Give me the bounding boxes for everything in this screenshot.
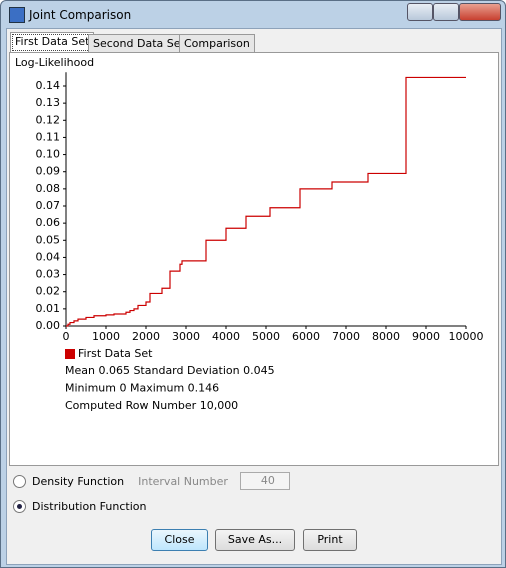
button[interactable]: Close [151, 529, 208, 551]
y-tick-label: 0.07 [36, 199, 61, 212]
button[interactable]: Print [303, 529, 357, 551]
button[interactable]: Save As... [215, 529, 295, 551]
tab[interactable]: Second Data Set [88, 34, 190, 52]
legend-label: First Data Set [78, 347, 153, 360]
stat-line: Minimum 0 Maximum 0.146 [65, 382, 219, 395]
x-tick-label: 5000 [252, 330, 280, 343]
interval-spinner[interactable]: 40 [239, 472, 290, 490]
x-tick-label: 6000 [292, 330, 320, 343]
close-window-button[interactable] [459, 3, 501, 21]
chart: Log-Likelihood 0.00 0.01 0.02 0.03 0.04 0.05 0.… [15, 56, 484, 412]
x-tick-label: 1000 [92, 330, 120, 343]
window-title: Joint Comparison [29, 8, 132, 22]
stat-line: Mean 0.065 Standard Deviation 0.045 [65, 364, 275, 377]
y-tick-label: 0.09 [36, 165, 61, 178]
y-tick-label: 0.05 [36, 233, 61, 246]
chart-panel: Log-Likelihood 0.00 0.01 0.02 0.03 0.04 0.05 0.… [9, 52, 499, 466]
x-tick-label: 4000 [212, 330, 240, 343]
tab[interactable]: First Data Set [10, 32, 95, 53]
option-label: Distribution Function [32, 500, 147, 513]
x-tick-label: 2000 [132, 330, 160, 343]
y-tick-label: 0.04 [36, 250, 61, 263]
y-tick-label: 0.06 [36, 216, 61, 229]
stat-line: Computed Row Number 10,000 [65, 399, 238, 412]
minimize-button[interactable] [407, 3, 433, 21]
y-tick-label: 0.13 [36, 96, 61, 109]
radio[interactable] [13, 474, 26, 488]
x-tick-label: 0 [63, 330, 70, 343]
y-axis-label: Log-Likelihood [15, 56, 94, 69]
x-tick-label: 3000 [172, 330, 200, 343]
y-tick-label: 0.10 [36, 148, 61, 161]
x-tick-label: 7000 [332, 330, 360, 343]
data-line [66, 76, 466, 327]
y-tick-label: 0.14 [36, 79, 61, 92]
y-tick-label: 0.11 [36, 130, 61, 143]
radio[interactable] [13, 500, 26, 513]
app-icon [9, 7, 25, 23]
client-area: First Data Set Second Data Set Compariso… [6, 28, 502, 565]
interval-label: Interval Number [138, 474, 228, 488]
density-option: Density Function Interval Number 40 [13, 472, 290, 490]
x-tick-label: 8000 [372, 330, 400, 343]
y-tick-label: 0.08 [36, 182, 61, 195]
tab[interactable]: Comparison [179, 34, 255, 52]
x-tick-label: 9000 [412, 330, 440, 343]
y-tick-label: 0.00 [36, 319, 61, 332]
y-tick-label: 0.02 [36, 285, 61, 298]
option-label: Density Function [32, 474, 125, 488]
y-tick-label: 0.12 [36, 113, 61, 126]
maximize-button[interactable] [433, 3, 459, 21]
legend-swatch [65, 349, 75, 359]
y-tick-label: 0.03 [36, 268, 61, 281]
x-tick-label: 10000 [449, 330, 484, 343]
distribution-option: Distribution Function [13, 500, 146, 513]
y-tick-label: 0.01 [36, 302, 61, 315]
